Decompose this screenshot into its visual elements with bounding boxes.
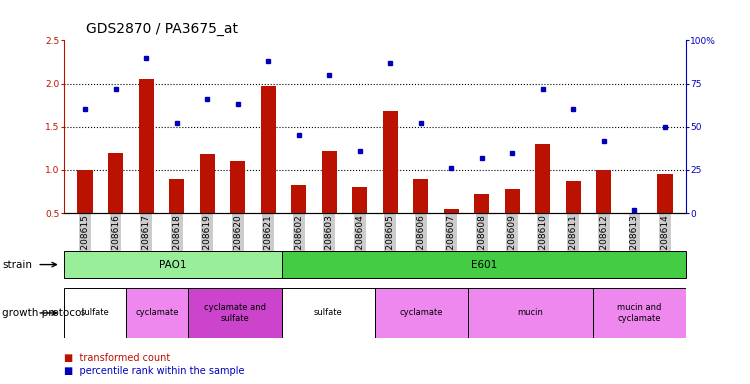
Text: mucin and
cyclamate: mucin and cyclamate xyxy=(617,303,662,323)
Bar xyxy=(382,111,398,213)
Text: mucin: mucin xyxy=(518,308,544,318)
Bar xyxy=(352,187,368,213)
Bar xyxy=(169,179,184,213)
Bar xyxy=(474,194,490,213)
Text: PAO1: PAO1 xyxy=(159,260,187,270)
Bar xyxy=(322,151,337,213)
Text: E601: E601 xyxy=(471,260,497,270)
Bar xyxy=(282,251,686,278)
Bar xyxy=(413,179,428,213)
Text: ■  transformed count: ■ transformed count xyxy=(64,353,170,363)
Bar xyxy=(64,251,282,278)
Text: sulfate: sulfate xyxy=(80,308,110,318)
Text: GDS2870 / PA3675_at: GDS2870 / PA3675_at xyxy=(86,23,238,36)
Bar xyxy=(505,189,520,213)
Text: strain: strain xyxy=(2,260,32,270)
Text: cyclamate and
sulfate: cyclamate and sulfate xyxy=(204,303,266,323)
Bar xyxy=(64,288,126,338)
Bar xyxy=(596,170,611,213)
Bar xyxy=(468,288,592,338)
Bar xyxy=(126,288,188,338)
Text: ■  percentile rank within the sample: ■ percentile rank within the sample xyxy=(64,366,244,376)
Bar xyxy=(139,79,154,213)
Bar xyxy=(282,288,375,338)
Bar xyxy=(188,288,282,338)
Bar xyxy=(77,170,93,213)
Bar xyxy=(444,209,459,213)
Bar xyxy=(108,153,123,213)
Bar xyxy=(260,86,276,213)
Bar xyxy=(566,181,581,213)
Bar xyxy=(592,288,686,338)
Bar xyxy=(291,185,306,213)
Text: growth protocol: growth protocol xyxy=(2,308,85,318)
Text: sulfate: sulfate xyxy=(314,308,343,318)
Bar xyxy=(200,154,214,213)
Bar xyxy=(657,174,673,213)
Bar xyxy=(375,288,468,338)
Bar xyxy=(536,144,550,213)
Text: cyclamate: cyclamate xyxy=(400,308,443,318)
Bar xyxy=(230,161,245,213)
Text: cyclamate: cyclamate xyxy=(135,308,178,318)
